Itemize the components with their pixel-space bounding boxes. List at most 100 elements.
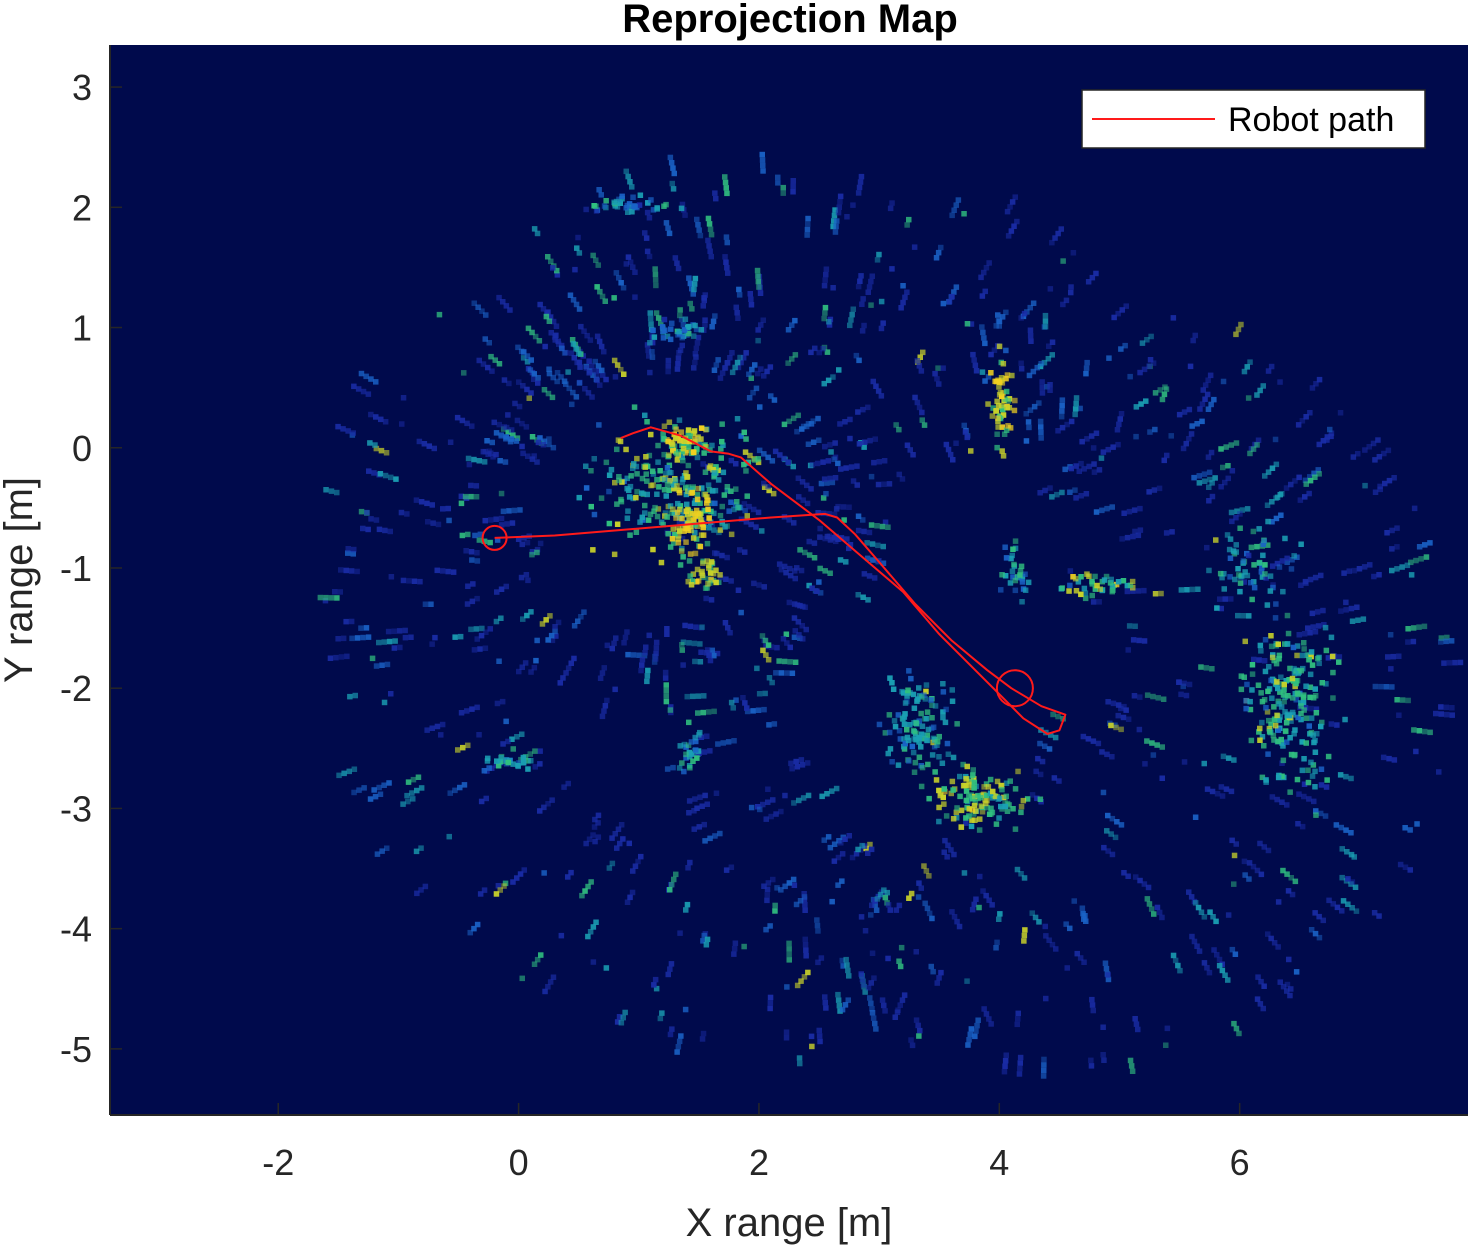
heat-cell-3151 [1328, 634, 1335, 641]
heat-cell-11 [521, 867, 527, 873]
heat-cell-1928 [519, 664, 525, 670]
heat-cell-1630 [1163, 1042, 1169, 1048]
heat-cell-921 [830, 285, 836, 291]
heat-cell-780 [949, 212, 955, 219]
heat-cell-1333 [1351, 567, 1358, 574]
heat-cell-1533 [1068, 284, 1074, 290]
heat-cell-3329 [1113, 581, 1120, 588]
heat-cell-2208 [647, 315, 654, 322]
heat-cell-564 [503, 303, 510, 309]
heat-cell-3215 [1275, 738, 1281, 745]
heat-cell-1154 [1296, 474, 1302, 481]
heat-cell-2740 [704, 558, 710, 564]
heat-cell-2647 [690, 535, 697, 541]
heat-cell-2798 [992, 378, 998, 385]
heat-cell-1035 [396, 628, 403, 634]
heat-cell-1363 [1323, 784, 1330, 790]
heat-cell-3477 [500, 758, 506, 764]
heat-cell-327 [1222, 596, 1228, 602]
heat-cell-505 [1096, 467, 1103, 473]
heat-cell-285 [862, 989, 868, 995]
heat-cell-2971 [918, 783, 925, 790]
heat-cell-33 [951, 289, 957, 295]
heat-cell-144 [548, 258, 554, 265]
heat-cell-1993 [794, 565, 800, 571]
heat-cell-1497 [1385, 654, 1391, 660]
heat-cell-2046 [459, 532, 466, 539]
heat-cell-1559 [747, 452, 753, 459]
heat-cell-1208 [728, 457, 735, 464]
heat-cell-1861 [1047, 387, 1053, 393]
heat-cell-2638 [675, 540, 682, 546]
heat-cell-2319 [848, 464, 855, 470]
heat-cell-1464 [1039, 379, 1045, 385]
heat-cell-1249 [1327, 426, 1333, 433]
heat-cell-2633 [694, 496, 701, 503]
heat-cell-2559 [741, 429, 747, 436]
heat-cell-1210 [1436, 769, 1442, 775]
heat-cell-976 [774, 885, 780, 891]
heat-cell-1179 [723, 576, 729, 582]
heat-cell-3040 [904, 693, 910, 699]
heat-cell-579 [1036, 400, 1042, 406]
heat-cell-663 [1158, 590, 1164, 597]
heat-cell-534 [670, 186, 677, 192]
heat-cell-1064 [1219, 793, 1226, 799]
heat-cell-1703 [784, 670, 790, 676]
heat-cell-1984 [778, 566, 785, 573]
heat-cell-944 [1100, 789, 1107, 796]
heat-cell-357 [473, 626, 480, 632]
heat-cell-1020 [1086, 463, 1092, 470]
heat-cell-441 [870, 1015, 877, 1021]
heat-cell-1481 [853, 352, 860, 359]
heat-cell-1977 [601, 708, 607, 714]
heat-cell-1105 [967, 1031, 973, 1038]
heat-cell-213 [489, 368, 495, 374]
heat-cell-793 [613, 270, 620, 276]
heat-cell-1282 [1349, 879, 1356, 885]
heat-cell-2195 [652, 277, 659, 283]
heat-cell-84 [1029, 792, 1036, 798]
heat-cell-835 [415, 774, 422, 780]
heat-cell-950 [1030, 368, 1037, 375]
heat-cell-3160 [1238, 686, 1245, 693]
heat-cell-2239 [722, 365, 729, 371]
heat-cell-1838 [904, 442, 911, 448]
heat-cell-1696 [839, 878, 845, 884]
heat-cell-566 [496, 294, 502, 301]
heat-cell-644 [549, 394, 556, 401]
heat-cell-2772 [994, 398, 1000, 405]
heat-cell-1236 [1275, 944, 1281, 950]
heat-cell-1874 [1397, 861, 1404, 868]
heat-cell-2743 [705, 581, 711, 587]
heat-cell-255 [862, 928, 869, 934]
heat-cell-2291 [805, 441, 812, 447]
heat-cell-2237 [827, 442, 833, 448]
heat-cell-1094 [728, 864, 735, 870]
heat-cell-1627 [1312, 474, 1318, 480]
heat-cell-1109 [1407, 827, 1413, 833]
heat-cell-3224 [1289, 709, 1296, 716]
heat-cell-1781 [1389, 527, 1395, 534]
heat-cell-461 [1049, 941, 1056, 948]
heat-cell-404 [1139, 340, 1146, 346]
heat-cell-2353 [488, 353, 494, 360]
heat-cell-381 [1149, 740, 1155, 746]
heat-cell-1841 [731, 738, 737, 744]
heat-cell-2024 [515, 344, 521, 351]
heat-cell-2171 [653, 639, 660, 646]
heat-cell-1705 [773, 670, 779, 676]
heat-cell-1857 [976, 904, 982, 911]
heat-cell-348 [731, 946, 738, 952]
heat-cell-772 [474, 704, 480, 711]
heat-cell-1711 [1273, 461, 1280, 468]
heat-cell-1944 [502, 459, 509, 465]
heat-cell-1820 [1389, 684, 1395, 690]
heat-cell-626 [659, 1010, 665, 1016]
heat-cell-1678 [1250, 446, 1257, 452]
heat-cell-1088 [916, 1033, 922, 1039]
heat-cell-588 [1080, 733, 1087, 740]
heat-cell-1583 [802, 604, 808, 610]
heat-cell-2833 [1004, 800, 1011, 807]
heat-cell-3253 [1299, 652, 1306, 659]
